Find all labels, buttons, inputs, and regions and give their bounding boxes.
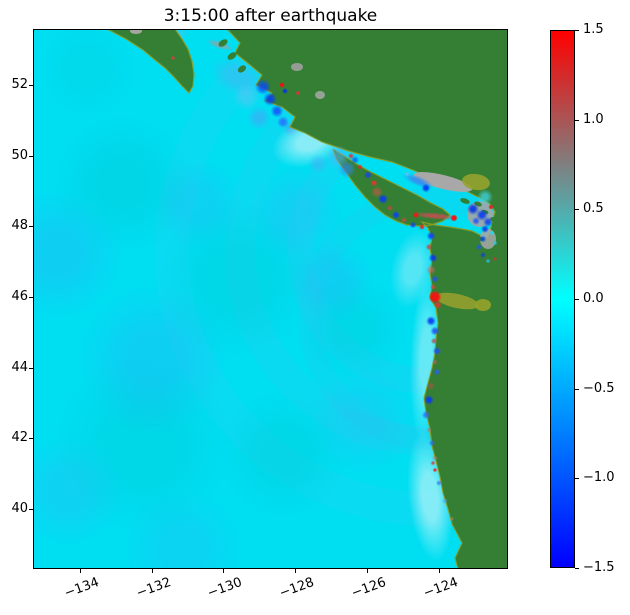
colorbar-tickmark [575, 478, 579, 479]
x-tickmark [223, 569, 224, 573]
x-tick-label: −128 [277, 575, 317, 602]
colorbar-tick-label: −0.5 [583, 381, 615, 396]
colorbar-tick-label: −1.0 [583, 470, 615, 485]
colorbar-tickmark [575, 299, 579, 300]
x-tickmark [152, 569, 153, 573]
colorbar-tick-label: 1.5 [583, 22, 604, 37]
colorbar-tickmark [575, 389, 579, 390]
colorbar-tick-label: 0.5 [583, 201, 604, 216]
x-tick-label: −130 [205, 575, 245, 602]
y-tick-label: 44 [11, 360, 28, 375]
y-tick-label: 40 [11, 501, 28, 516]
colorbar [550, 30, 575, 568]
x-tick-label: −124 [421, 575, 461, 602]
x-tickmark [295, 569, 296, 573]
y-tickmark [29, 438, 33, 439]
colorbar-tickmark [575, 568, 579, 569]
colorbar-tickmark [575, 209, 579, 210]
y-tickmark [29, 297, 33, 298]
y-tick-label: 48 [11, 218, 28, 233]
x-tick-label: −134 [62, 575, 102, 602]
y-tickmark [29, 156, 33, 157]
y-tick-label: 52 [11, 77, 28, 92]
y-tickmark [29, 85, 33, 86]
y-tick-label: 42 [11, 430, 28, 445]
x-tickmark [80, 569, 81, 573]
plot-title: 3:15:00 after earthquake [163, 6, 378, 26]
x-tick-label: −126 [349, 575, 389, 602]
x-tick-label: −132 [134, 575, 174, 602]
y-tick-label: 50 [11, 148, 28, 163]
y-tickmark [29, 509, 33, 510]
x-tickmark [439, 569, 440, 573]
colorbar-tick-label: 1.0 [583, 112, 604, 127]
map-canvas [33, 29, 508, 569]
colorbar-tickmark [575, 30, 579, 31]
x-tickmark [367, 569, 368, 573]
y-tick-label: 46 [11, 289, 28, 304]
y-tickmark [29, 368, 33, 369]
colorbar-tick-label: 0.0 [583, 291, 604, 306]
colorbar-tickmark [575, 120, 579, 121]
colorbar-tick-label: −1.5 [583, 560, 615, 575]
y-tickmark [29, 226, 33, 227]
